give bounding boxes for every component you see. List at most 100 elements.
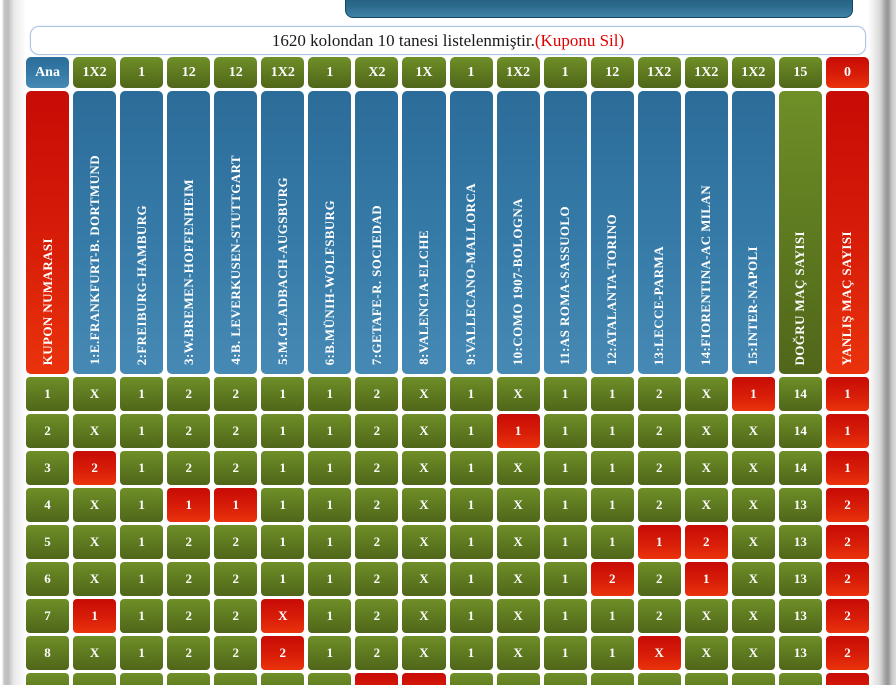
match-header: 11:AS ROMA-SASSUOLO (543, 91, 587, 374)
pick-cell: 2 (355, 488, 399, 522)
wrong-count-cell: 2 (825, 599, 869, 633)
pick-header-button[interactable]: Ana (26, 57, 70, 88)
wrong-count-cell (825, 673, 869, 685)
pick-cell: X (402, 562, 446, 596)
pick-cell: X (496, 525, 540, 559)
match-header-label: 10:COMO 1907-BOLOGNA (510, 197, 526, 365)
match-header-label: 8:VALENCIA-ELCHE (415, 230, 431, 365)
pick-cell (308, 673, 352, 685)
pick-cell: 2 (637, 488, 681, 522)
match-header-label: 3:W.BREMEN-HOFFENHEIM (180, 179, 196, 365)
pick-cell: 1 (449, 562, 493, 596)
pick-cell: 1 (120, 525, 164, 559)
pick-cell: X (402, 414, 446, 448)
pick-cell: X (684, 636, 728, 670)
match-header-label: KUPON NUMARASI (39, 237, 55, 365)
pick-header-button[interactable]: 12 (214, 57, 258, 88)
pick-cell: 1 (449, 377, 493, 411)
coupon-row-number: 2 (26, 414, 70, 448)
pick-cell: 2 (355, 636, 399, 670)
pick-cell: 1 (167, 488, 211, 522)
correct-count-cell: 13 (778, 562, 822, 596)
pick-header-button[interactable]: 1X2 (73, 57, 117, 88)
match-header-label: 11:AS ROMA-SASSUOLO (557, 206, 573, 365)
pick-cell: 1 (308, 414, 352, 448)
pick-header-button[interactable]: 15 (778, 57, 822, 88)
pick-cell: 1 (590, 636, 634, 670)
pick-cell: 1 (261, 525, 305, 559)
banner-text: 1620 kolondan 10 tanesi listelenmiştir. (271, 30, 535, 50)
pick-cell: X (402, 488, 446, 522)
scrollbar-track[interactable] (868, 0, 896, 685)
pick-header-button[interactable]: 1X2 (684, 57, 728, 88)
pick-cell: 1 (261, 451, 305, 485)
pick-cell: X (731, 599, 775, 633)
pick-cell: 1 (449, 525, 493, 559)
coupon-row-number: 1 (26, 377, 70, 411)
pick-cell (496, 673, 540, 685)
coupon-row-number: 6 (26, 562, 70, 596)
pick-header-button[interactable]: 12 (590, 57, 634, 88)
pick-cell: 1 (590, 525, 634, 559)
coupon-row-number: 3 (26, 451, 70, 485)
match-header: YANLIŞ MAÇ SAYISI (825, 91, 869, 374)
match-header-label: 5:M.GLADBACH-AUGSBURG (274, 177, 290, 365)
pick-header-button[interactable]: X2 (355, 57, 399, 88)
pick-cell: 2 (167, 636, 211, 670)
pick-cell: X (402, 525, 446, 559)
pick-cell: X (731, 414, 775, 448)
pick-cell: 2 (167, 599, 211, 633)
pick-cell: 2 (355, 562, 399, 596)
pick-header-button[interactable]: 0 (825, 57, 869, 88)
pick-cell: 1 (590, 451, 634, 485)
pick-header-button[interactable]: 1 (308, 57, 352, 88)
pick-cell: 1 (308, 451, 352, 485)
pick-cell: 1 (308, 636, 352, 670)
pick-cell: 2 (167, 414, 211, 448)
pick-cell: 1 (261, 488, 305, 522)
match-header: 5:M.GLADBACH-AUGSBURG (261, 91, 305, 374)
pick-header-button[interactable]: 1 (449, 57, 493, 88)
pick-header-button[interactable]: 1 (543, 57, 587, 88)
pick-header-button[interactable]: 1X2 (637, 57, 681, 88)
pick-cell (590, 673, 634, 685)
pick-cell: X (496, 377, 540, 411)
coupon-row-number: 7 (26, 599, 70, 633)
match-header-label: 12:ATALANTA-TORINO (604, 213, 620, 365)
pick-cell: 1 (449, 414, 493, 448)
correct-count-cell: 14 (778, 377, 822, 411)
pick-cell: 2 (167, 451, 211, 485)
pick-cell (402, 673, 446, 685)
pick-header-button[interactable]: 1X (402, 57, 446, 88)
coupon-row-number: 4 (26, 488, 70, 522)
correct-count-cell: 13 (778, 488, 822, 522)
top-clipped-button[interactable] (345, 0, 853, 18)
pick-cell: 1 (543, 599, 587, 633)
match-header: 6:B.MÜNIH-WOLFSBURG (308, 91, 352, 374)
match-header-label: YANLIŞ MAÇ SAYISI (839, 230, 855, 365)
window-left-edge (0, 0, 28, 685)
pick-cell: 1 (308, 562, 352, 596)
pick-cell: X (731, 488, 775, 522)
pick-cell: X (402, 599, 446, 633)
pick-header-button[interactable]: 12 (167, 57, 211, 88)
pick-header-button[interactable]: 1X2 (496, 57, 540, 88)
pick-cell: 2 (590, 562, 634, 596)
pick-cell: 2 (355, 414, 399, 448)
coupon-table: Ana 1X2 1 12 12 1X2 1 X2 1X 1 1X2 1 12 1X2 1X2 1X2 15 0 KU… (26, 57, 869, 685)
pick-cell: 1 (120, 414, 164, 448)
pick-header-button[interactable]: 1X2 (731, 57, 775, 88)
delete-coupon-link[interactable]: (Kuponu Sil) (534, 30, 625, 50)
pick-cell: 1 (543, 451, 587, 485)
pick-cell: 1 (449, 636, 493, 670)
pick-cell (261, 673, 305, 685)
pick-cell: 1 (308, 377, 352, 411)
pick-cell: 1 (261, 562, 305, 596)
pick-cell: 1 (590, 599, 634, 633)
pick-cell: 1 (731, 377, 775, 411)
pick-header-button[interactable]: 1X2 (261, 57, 305, 88)
pick-cell: X (684, 377, 728, 411)
pick-header-button[interactable]: 1 (120, 57, 164, 88)
pick-cell (73, 673, 117, 685)
pick-cell: 2 (214, 599, 258, 633)
